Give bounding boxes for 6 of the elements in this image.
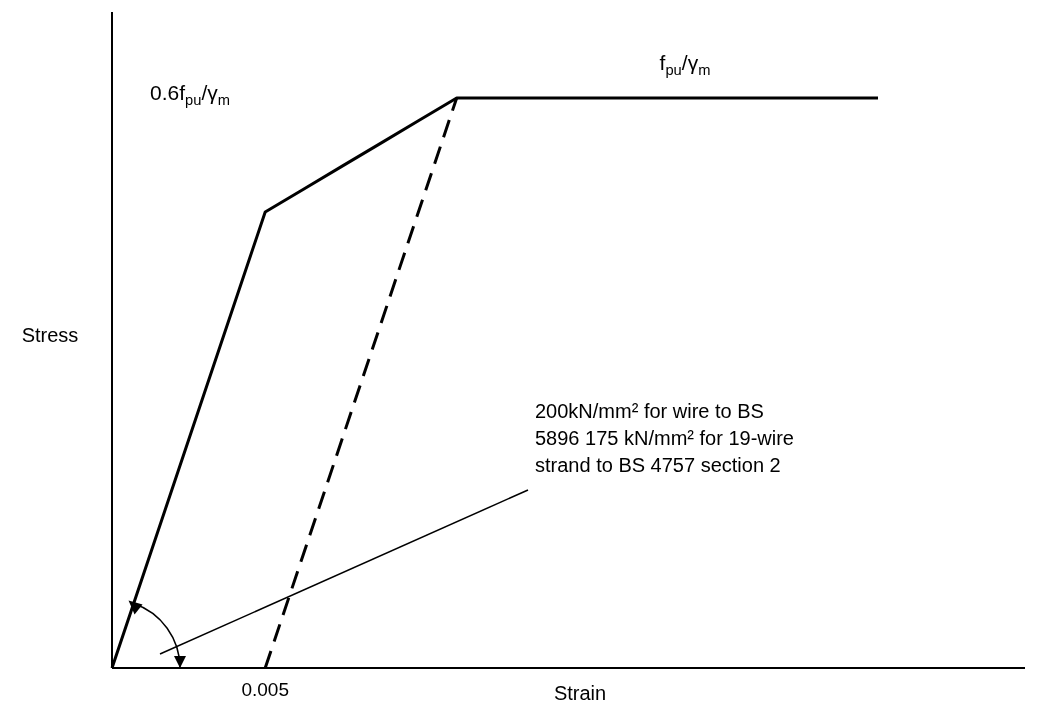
text: f$_{pu}$/γ$_{m}$ — [659, 51, 711, 78]
y-axis-title: Stress — [21, 324, 79, 346]
text: 0.005 — [241, 679, 289, 700]
x-axis-title: Strain — [553, 682, 607, 704]
annotation: 200kN/mm² for wire to BS 5896 175 kN/mm² for 19-wire strand to BS 4757 section 2 — [535, 400, 794, 476]
annotation: 0.6f$_{pu}$/γ$_{m}$ — [150, 81, 230, 108]
